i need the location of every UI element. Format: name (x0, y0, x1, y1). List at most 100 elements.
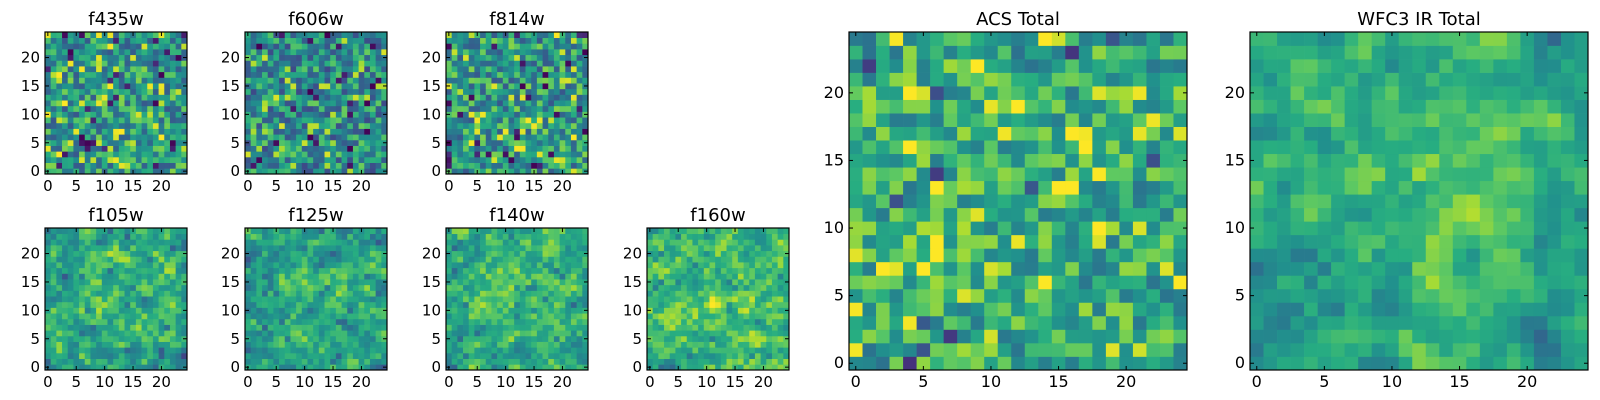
heatmap-cell (90, 66, 97, 73)
heatmap-cell (84, 105, 91, 112)
heatmap-cell (686, 262, 693, 269)
heatmap-cell (1132, 261, 1147, 276)
heatmap-cell (536, 245, 543, 252)
heatmap-cell (463, 233, 470, 240)
heatmap-cell (1038, 180, 1053, 195)
heatmap-cell (45, 71, 52, 78)
heatmap-cell (664, 250, 671, 257)
heatmap-cell (175, 313, 182, 320)
heatmap-cell (743, 296, 750, 303)
heatmap-cell (79, 162, 86, 169)
heatmap-cell (446, 352, 453, 359)
heatmap-cell (352, 324, 359, 331)
heatmap-cell (889, 153, 904, 168)
heatmap-cell (130, 37, 137, 44)
heatmap-cell (267, 313, 274, 320)
heatmap-cell (457, 233, 464, 240)
heatmap-cell (542, 233, 549, 240)
heatmap-cell (50, 250, 57, 257)
heatmap-cell (381, 128, 388, 135)
heatmap-cell (67, 54, 74, 61)
heatmap-cell (519, 117, 526, 124)
heatmap-cell (457, 267, 464, 274)
heatmap-cell (301, 100, 308, 107)
heatmap-cell (101, 307, 108, 314)
heatmap-cell (152, 262, 159, 269)
heatmap-cell (760, 296, 767, 303)
heatmap-cell (381, 43, 388, 50)
heatmap-cell (732, 262, 739, 269)
heatmap-cell (181, 352, 188, 359)
heatmap-cell (358, 156, 365, 163)
heatmap-cell (135, 330, 142, 337)
heatmap-cell (135, 162, 142, 169)
heatmap-cell (262, 290, 269, 297)
heatmap-cell (158, 88, 165, 95)
heatmap-cell (62, 71, 69, 78)
heatmap-cell (658, 228, 665, 235)
heatmap-cell (375, 49, 382, 56)
heatmap-cell (1159, 167, 1174, 182)
heatmap-cell (457, 228, 464, 235)
heatmap-cell (250, 301, 257, 308)
heatmap-cell (50, 151, 57, 158)
heatmap-cell (1173, 180, 1188, 195)
heatmap-cell (324, 83, 331, 90)
heatmap-cell (720, 358, 727, 365)
heatmap-cell (542, 43, 549, 50)
heatmap-cell (542, 60, 549, 67)
heatmap-cell (273, 239, 280, 246)
heatmap-cell (1159, 234, 1174, 249)
heatmap-cell (262, 233, 269, 240)
heatmap-cell (290, 134, 297, 141)
heatmap-cell (720, 313, 727, 320)
heatmap-cell (313, 341, 320, 348)
heatmap-cell (669, 307, 676, 314)
heatmap-cell (652, 284, 659, 291)
heatmap-cell (681, 228, 688, 235)
heatmap-cell (364, 151, 371, 158)
heatmap-cell (79, 290, 86, 297)
heatmap-cell (681, 341, 688, 348)
heatmap-cell (330, 233, 337, 240)
heatmap-cell (135, 145, 142, 152)
heatmap-cell (296, 239, 303, 246)
heatmap-cell (45, 273, 52, 280)
heatmap-cell (576, 32, 583, 39)
heatmap-cell (463, 335, 470, 342)
heatmap-cell (113, 347, 120, 354)
heatmap-cell (96, 88, 103, 95)
heatmap-cell (250, 54, 257, 61)
heatmap-cell (1173, 261, 1188, 276)
heatmap-cell (760, 330, 767, 337)
heatmap-cell (50, 364, 57, 371)
heatmap-cell (296, 77, 303, 84)
heatmap-cell (313, 324, 320, 331)
heatmap-cell (480, 32, 487, 39)
heatmap-cell (175, 233, 182, 240)
heatmap-cell (324, 318, 331, 325)
heatmap-cell (90, 256, 97, 263)
heatmap-cell (107, 134, 114, 141)
heatmap-cell (73, 307, 80, 314)
heatmap-cell (514, 313, 521, 320)
heatmap-cell (358, 301, 365, 308)
heatmap-cell (313, 94, 320, 101)
heatmap-cell (514, 94, 521, 101)
heatmap-cell (175, 134, 182, 141)
heatmap-cell (284, 245, 291, 252)
heatmap-cell (698, 318, 705, 325)
heatmap-cell (164, 139, 171, 146)
heatmap-cell (703, 256, 710, 263)
heatmap-cell (324, 66, 331, 73)
heatmap-cell (514, 60, 521, 67)
heatmap-cell (358, 296, 365, 303)
heatmap-cell (181, 128, 188, 135)
heatmap-cell (90, 134, 97, 141)
heatmap-cell (726, 318, 733, 325)
heatmap-cell (930, 180, 944, 195)
heatmap-cell (446, 49, 453, 56)
heatmap-cell (497, 83, 504, 90)
heatmap-cell (1119, 356, 1134, 371)
heatmap-cell (169, 49, 176, 56)
